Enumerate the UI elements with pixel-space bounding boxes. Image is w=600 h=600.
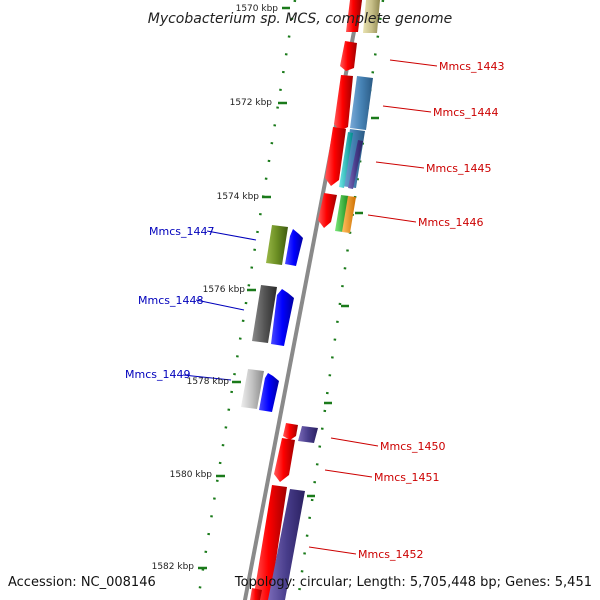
gene-arrow-mmcs-1446[interactable] xyxy=(318,193,337,228)
leader-line-mmcs-1446 xyxy=(367,214,417,223)
map-title: Mycobacterium sp. MCS, complete genome xyxy=(148,11,453,27)
gene-arrow-mmcs-1445-purple[interactable] xyxy=(348,140,363,189)
leader-line-mmcs-1449 xyxy=(182,374,232,381)
gene-label-mmcs-1447[interactable]: Mmcs_1447 xyxy=(149,225,214,238)
tick-label: 1580 kbp xyxy=(170,470,213,480)
tick-label: 1576 kbp xyxy=(203,285,246,295)
gene-arrow-mmcs-1444-steel[interactable] xyxy=(350,76,373,130)
leader-line-mmcs-1450 xyxy=(330,437,379,447)
gene-label-mmcs-1444[interactable]: Mmcs_1444 xyxy=(433,106,498,119)
gene-arrow-mmcs-1447-olive[interactable] xyxy=(266,225,288,265)
gene-arrow-mmcs-1444[interactable] xyxy=(334,75,353,131)
gene-label-mmcs-1448[interactable]: Mmcs_1448 xyxy=(138,294,203,307)
leader-line-mmcs-1444 xyxy=(382,105,432,113)
genome-summary-text: Topology: circular; Length: 5,705,448 bp… xyxy=(234,575,592,590)
tick-label: 1570 kbp xyxy=(236,4,279,14)
gene-arrow-mmcs-1449-light[interactable] xyxy=(241,369,264,409)
gene-label-mmcs-1450[interactable]: Mmcs_1450 xyxy=(380,440,445,453)
leader-line-mmcs-1452 xyxy=(308,546,357,555)
gene-labels: Mmcs_1443 Mmcs_1444 Mmcs_1445 Mmcs_1446 … xyxy=(125,60,504,561)
gene-label-mmcs-1445[interactable]: Mmcs_1445 xyxy=(426,162,491,175)
leader-line-mmcs-1451 xyxy=(324,469,373,478)
leader-line-mmcs-1447 xyxy=(206,230,257,241)
tick-label: 1578 kbp xyxy=(187,377,230,387)
tick-label: 1574 kbp xyxy=(217,192,260,202)
gene-arrow-mmcs-1448-dark[interactable] xyxy=(252,285,277,343)
outer-tick-track xyxy=(296,0,385,600)
gene-arrow-mmcs-1447[interactable] xyxy=(285,229,303,266)
gene-arrow-mmcs-1445[interactable] xyxy=(325,127,346,186)
tick-label: 1582 kbp xyxy=(152,562,195,572)
tick-label: 1572 kbp xyxy=(230,98,273,108)
major-ticks xyxy=(198,6,290,570)
leader-line-mmcs-1445 xyxy=(375,161,425,169)
gene-label-mmcs-1449[interactable]: Mmcs_1449 xyxy=(125,368,190,381)
gene-arrow-mmcs-1446-orange[interactable] xyxy=(342,196,356,233)
gene-arrow-mmcs-1450[interactable] xyxy=(283,423,298,440)
gene-arrow-top-red[interactable] xyxy=(346,0,362,32)
gene-label-mmcs-1446[interactable]: Mmcs_1446 xyxy=(418,216,483,229)
leader-line-mmcs-1443 xyxy=(389,59,438,67)
gene-arrow-mmcs-1446-green[interactable] xyxy=(335,195,349,232)
gene-arrow-mmcs-1449[interactable] xyxy=(259,373,279,412)
gene-arrow-mmcs-1445-cyan[interactable] xyxy=(339,132,353,188)
gene-label-mmcs-1451[interactable]: Mmcs_1451 xyxy=(374,471,439,484)
gene-arrow-mmcs-1452-purple[interactable] xyxy=(268,489,305,600)
gene-arrow-mmcs-1448[interactable] xyxy=(271,289,294,346)
gene-label-mmcs-1452[interactable]: Mmcs_1452 xyxy=(358,548,423,561)
outer-ticks xyxy=(307,116,379,498)
reverse-genes xyxy=(241,225,303,412)
gene-arrow-mmcs-1443[interactable] xyxy=(340,41,357,71)
gene-label-mmcs-1443[interactable]: Mmcs_1443 xyxy=(439,60,504,73)
kbp-labels: 1570 kbp 1572 kbp 1574 kbp 1576 kbp 1578… xyxy=(152,4,279,572)
gene-arrow-mmcs-1450-purple[interactable] xyxy=(298,426,318,443)
gene-arrow-mmcs-1452[interactable] xyxy=(253,485,287,600)
gene-arrow-mmcs-1451[interactable] xyxy=(274,438,295,482)
gene-arrow-bottom-red[interactable] xyxy=(250,588,262,600)
leader-line-mmcs-1448 xyxy=(195,299,245,311)
gene-leader-lines xyxy=(182,59,438,555)
accession-text: Accession: NC_008146 xyxy=(8,575,156,590)
gene-arrow-top-tan[interactable] xyxy=(363,0,380,33)
forward-genes xyxy=(250,0,380,600)
